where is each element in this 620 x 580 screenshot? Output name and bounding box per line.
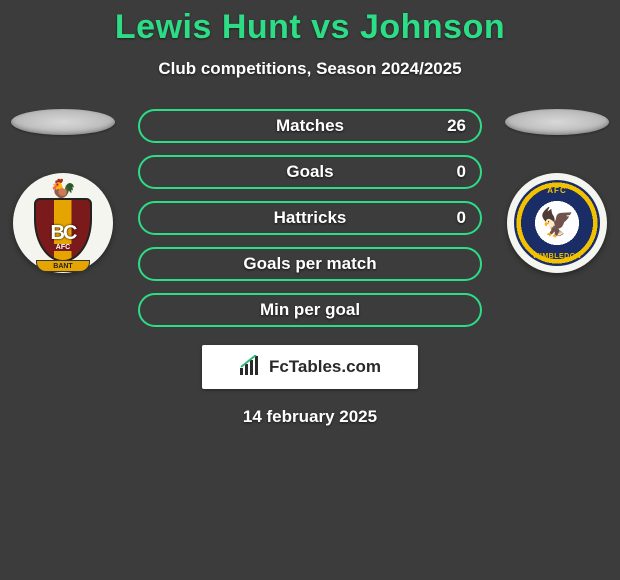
chart-bars-icon xyxy=(239,355,263,380)
stat-value-right: 0 xyxy=(457,208,466,228)
afc-wimbledon-badge: AFC 🦅 WIMBLEDON xyxy=(514,180,600,266)
left-club-badge: 🐓 BC AFC BANT xyxy=(13,173,113,273)
stat-value-right: 26 xyxy=(447,116,466,136)
badge-ribbon: BANT xyxy=(36,260,90,272)
stat-label: Goals xyxy=(286,162,333,182)
stat-row-matches: Matches 26 xyxy=(138,109,482,143)
brand-box[interactable]: FcTables.com xyxy=(202,345,418,389)
left-player-avatar-slot xyxy=(11,109,115,135)
stat-row-goals: Goals 0 xyxy=(138,155,482,189)
right-player-column: AFC 🦅 WIMBLEDON xyxy=(502,109,612,273)
stats-column: Matches 26 Goals 0 Hattricks 0 Goals per… xyxy=(138,109,482,327)
right-player-avatar-slot xyxy=(505,109,609,135)
comparison-card: Lewis Hunt vs Johnson Club competitions,… xyxy=(0,0,620,427)
right-club-badge: AFC 🦅 WIMBLEDON xyxy=(507,173,607,273)
badge-sub: AFC xyxy=(53,244,73,251)
stat-row-goals-per-match: Goals per match xyxy=(138,247,482,281)
stat-row-min-per-goal: Min per goal xyxy=(138,293,482,327)
stat-label: Hattricks xyxy=(274,208,347,228)
afcw-bottom-text: WIMBLEDON xyxy=(533,253,581,260)
stat-label: Matches xyxy=(276,116,344,136)
stat-label: Min per goal xyxy=(260,300,360,320)
page-title: Lewis Hunt vs Johnson xyxy=(0,8,620,47)
subtitle: Club competitions, Season 2024/2025 xyxy=(0,59,620,79)
bradford-badge: 🐓 BC AFC BANT xyxy=(24,178,102,268)
left-player-column: 🐓 BC AFC BANT xyxy=(8,109,118,273)
badge-letters: BC xyxy=(51,222,76,245)
main-row: 🐓 BC AFC BANT Matches 26 Goals 0 Hattric… xyxy=(0,109,620,327)
eagle-icon: 🦅 xyxy=(540,206,575,239)
stat-row-hattricks: Hattricks 0 xyxy=(138,201,482,235)
brand-text: FcTables.com xyxy=(269,357,381,377)
stat-value-right: 0 xyxy=(457,162,466,182)
date-line: 14 february 2025 xyxy=(0,407,620,427)
afcw-top-text: AFC xyxy=(547,186,566,195)
stat-label: Goals per match xyxy=(243,254,376,274)
